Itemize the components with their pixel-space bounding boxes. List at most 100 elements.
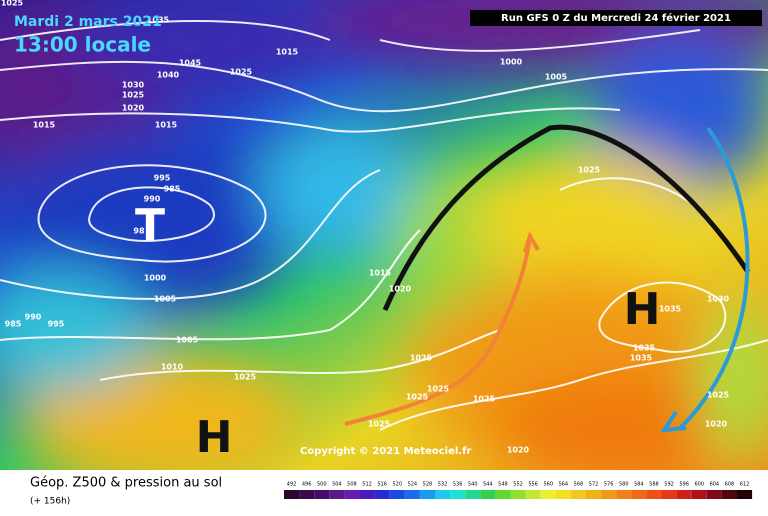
map-background (0, 0, 768, 470)
scale-label: 524 (408, 482, 418, 488)
scale-label: 552 (513, 482, 523, 488)
run-banner (470, 10, 762, 26)
scale-swatch (601, 490, 617, 499)
isobar-label: 1020 (507, 446, 530, 455)
scale-swatch (495, 490, 511, 499)
scale-swatch (374, 490, 390, 499)
isobar-label: 1030 (707, 295, 730, 304)
scale-label: 556 (528, 482, 538, 488)
isobar-label: 1005 (545, 73, 568, 82)
scale-swatch (737, 490, 753, 499)
isobar-label: 1025 (410, 354, 433, 363)
isobar-label: 1025 (122, 91, 145, 100)
isobar-label: 1025 (406, 393, 429, 402)
scale-label: 504 (332, 482, 342, 488)
scale-swatch (691, 490, 707, 499)
isobar-label: 985 (164, 185, 181, 194)
isobar-label: 1000 (144, 274, 167, 283)
copyright: Copyright © 2021 Meteociel.fr (300, 446, 471, 457)
isobar-label: 1025 (427, 385, 450, 394)
legend-title: Géop. Z500 & pression au sol (30, 476, 222, 491)
scale-label: 608 (725, 482, 735, 488)
scale-swatch (299, 490, 315, 499)
scale-label: 576 (604, 482, 614, 488)
scale-swatch (510, 490, 526, 499)
scale-swatch (314, 490, 330, 499)
isobar-label: 1025 (368, 420, 391, 429)
isobar-label: 1025 (230, 68, 253, 77)
isobar-label: 1000 (500, 58, 523, 67)
isobar-label: 1025 (473, 395, 496, 404)
scale-label: 560 (543, 482, 553, 488)
pressure-system: T (135, 200, 165, 251)
isobar-label: 1020 (389, 285, 412, 294)
scale-label: 536 (453, 482, 463, 488)
scale-swatch (359, 490, 375, 499)
isobar-label: 1035 (147, 16, 170, 25)
scale-label: 516 (377, 482, 387, 488)
scale-swatch (525, 490, 541, 499)
scale-label: 580 (619, 482, 629, 488)
isobar-label: 1045 (179, 59, 202, 68)
scale-label: 544 (483, 482, 493, 488)
scale-label: 492 (287, 482, 297, 488)
scale-label: 568 (574, 482, 584, 488)
isobar-label: 995 (154, 174, 171, 183)
scale-swatch (404, 490, 420, 499)
scale-label: 596 (679, 482, 689, 488)
scale-label: 592 (664, 482, 674, 488)
isobar-label: 985 (5, 320, 22, 329)
scale-swatch (616, 490, 632, 499)
scale-swatch (540, 490, 556, 499)
scale-label: 520 (392, 482, 402, 488)
isobar-label: 995 (48, 320, 65, 329)
scale-label: 588 (649, 482, 659, 488)
isobar-label: 1035 (633, 344, 656, 353)
scale-label: 528 (423, 482, 433, 488)
scale-label: 572 (589, 482, 599, 488)
time-label: 13:00 locale (14, 33, 151, 57)
scale-swatch (631, 490, 647, 499)
pressure-system: H (624, 284, 661, 335)
run-label: Run GFS 0 Z du Mercredi 24 février 2021 (501, 12, 731, 24)
isobar-label: 1020 (122, 104, 145, 113)
isobar-label: 1030 (122, 81, 145, 90)
isobar-label: 1010 (161, 363, 184, 372)
scale-label: 540 (468, 482, 478, 488)
scale-swatch (676, 490, 692, 499)
scale-label: 584 (634, 482, 644, 488)
scale-swatch (721, 490, 737, 499)
isobar-label: 1035 (630, 354, 653, 363)
scale-swatch (480, 490, 496, 499)
isobar-label: 98 (133, 227, 145, 236)
isobar-label: 1025 (578, 166, 601, 175)
isobar-label: 1035 (659, 305, 682, 314)
scale-swatch (450, 490, 466, 499)
map-labels: 1025103510151045102510401030102510201015… (1, 0, 730, 463)
lead-time: (+ 156h) (30, 497, 70, 507)
scale-swatch (389, 490, 405, 499)
isobar-label: 1025 (707, 391, 730, 400)
scale-swatch (555, 490, 571, 499)
scale-label: 548 (498, 482, 508, 488)
isobar-label: 1015 (276, 48, 299, 57)
scale-swatch (284, 490, 300, 499)
scale-swatch (586, 490, 602, 499)
isobar-label: 1015 (33, 121, 56, 130)
scale-swatch (419, 490, 435, 499)
scale-swatch (661, 490, 677, 499)
scale-label: 496 (302, 482, 312, 488)
pressure-system: H (196, 412, 233, 463)
scale-swatch (570, 490, 586, 499)
scale-swatch (329, 490, 345, 499)
scale-swatch (706, 490, 722, 499)
date-label: Mardi 2 mars 2021 (14, 14, 162, 30)
isobar-label: 1005 (154, 295, 177, 304)
isobar-label: 1005 (176, 336, 199, 345)
isobar-label: 990 (25, 313, 42, 322)
isobar-label: 1025 (1, 0, 24, 8)
scale-label: 564 (559, 482, 569, 488)
scale-label: 600 (694, 482, 704, 488)
isobar-label: 990 (144, 195, 161, 204)
